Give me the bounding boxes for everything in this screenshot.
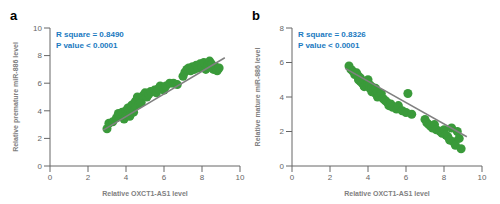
svg-text:Relative premature miR-886 lev: Relative premature miR-886 level — [12, 42, 20, 152]
svg-text:6: 6 — [162, 173, 167, 182]
svg-text:4: 4 — [366, 173, 371, 182]
html-text:b: b — [252, 8, 260, 23]
svg-text:6: 6 — [38, 79, 43, 88]
svg-text:4: 4 — [124, 173, 129, 182]
svg-text:Relative OXCT1-AS1 level: Relative OXCT1-AS1 level — [344, 190, 430, 196]
svg-text:2: 2 — [328, 173, 333, 182]
svg-text:10: 10 — [236, 173, 245, 182]
svg-text:Relative OXCT1-AS1 level: Relative OXCT1-AS1 level — [102, 190, 188, 196]
svg-text:10: 10 — [478, 173, 487, 182]
html-text:P value < 0.0001: P value < 0.0001 — [298, 41, 360, 50]
svg-text:2: 2 — [280, 127, 285, 136]
html-text:a: a — [10, 8, 18, 23]
svg-text:0: 0 — [280, 162, 285, 171]
svg-text:0: 0 — [48, 173, 53, 182]
svg-text:8: 8 — [442, 173, 447, 182]
svg-text:6: 6 — [280, 58, 285, 67]
svg-text:8: 8 — [38, 51, 43, 60]
svg-text:0: 0 — [38, 162, 43, 171]
svg-text:4: 4 — [38, 107, 43, 116]
svg-text:10: 10 — [33, 24, 42, 33]
svg-text:0: 0 — [290, 173, 295, 182]
html-text:R square = 0.8490: R square = 0.8490 — [56, 30, 124, 39]
svg-text:6: 6 — [404, 173, 409, 182]
svg-text:8: 8 — [280, 24, 285, 33]
svg-text:Relative mature miR-886 level: Relative mature miR-886 level — [254, 48, 261, 147]
svg-text:8: 8 — [200, 173, 205, 182]
svg-text:4: 4 — [280, 93, 285, 102]
svg-text:2: 2 — [38, 134, 43, 143]
html-text:R square = 0.8326: R square = 0.8326 — [298, 30, 366, 39]
svg-text:2: 2 — [86, 173, 91, 182]
html-text:P value < 0.0001: P value < 0.0001 — [56, 41, 118, 50]
